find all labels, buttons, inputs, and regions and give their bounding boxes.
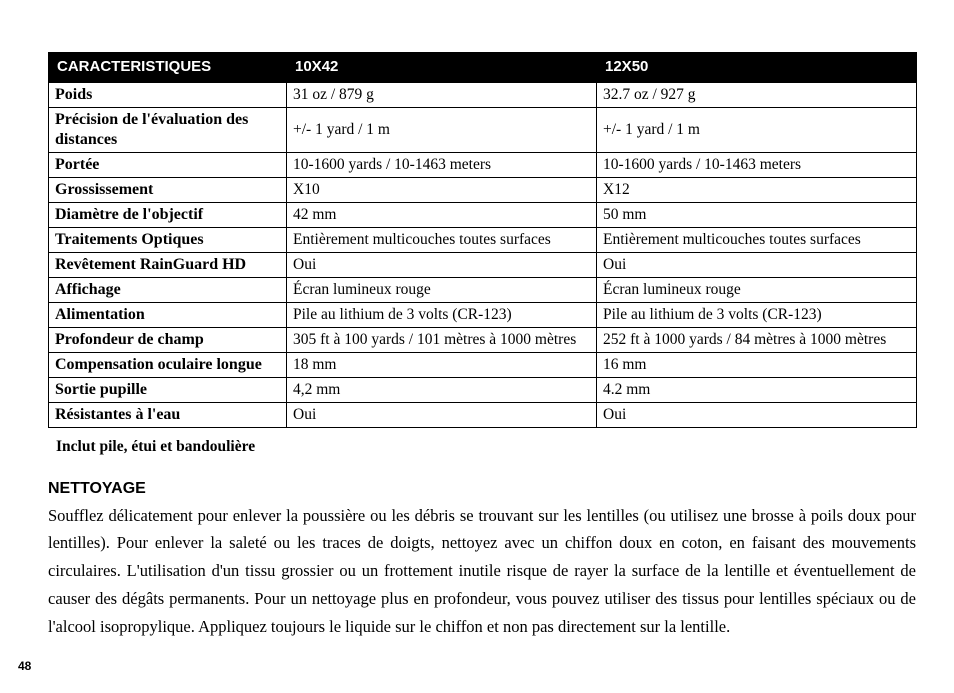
row-label: Précision de l'évaluation des distances	[49, 107, 287, 152]
cell-10x42: 10-1600 yards / 10-1463 meters	[287, 152, 597, 177]
row-label: Poids	[49, 82, 287, 107]
header-12x50: 12x50	[597, 53, 917, 83]
cell-10x42: 305 ft à 100 yards / 101 mètres à 1000 m…	[287, 327, 597, 352]
table-row: Compensation oculaire longue 18 mm 16 mm	[49, 352, 917, 377]
cell-12x50: 50 mm	[597, 202, 917, 227]
row-label: Compensation oculaire longue	[49, 352, 287, 377]
cell-10x42: Écran lumineux rouge	[287, 277, 597, 302]
cell-10x42: X10	[287, 177, 597, 202]
header-caracteristiques: Caracteristiques	[49, 53, 287, 83]
cell-12x50: 16 mm	[597, 352, 917, 377]
row-label: Portée	[49, 152, 287, 177]
cell-12x50: 10-1600 yards / 10-1463 meters	[597, 152, 917, 177]
row-label: Profondeur de champ	[49, 327, 287, 352]
row-label: Traitements Optiques	[49, 227, 287, 252]
table-row: Grossissement X10 X12	[49, 177, 917, 202]
table-row: Poids 31 oz / 879 g 32.7 oz / 927 g	[49, 82, 917, 107]
row-label: Résistantes à l'eau	[49, 402, 287, 427]
table-row: Traitements Optiques Entièrement multico…	[49, 227, 917, 252]
section-heading-nettoyage: Nettoyage	[48, 480, 916, 498]
cell-10x42: 4,2 mm	[287, 377, 597, 402]
row-label: Revêtement RainGuard HD	[49, 252, 287, 277]
table-header-row: Caracteristiques 10x42 12x50	[49, 53, 917, 83]
cell-12x50: 32.7 oz / 927 g	[597, 82, 917, 107]
row-label: Sortie pupille	[49, 377, 287, 402]
cell-10x42: Oui	[287, 402, 597, 427]
table-row: Affichage Écran lumineux rouge Écran lum…	[49, 277, 917, 302]
row-label: Diamètre de l'objectif	[49, 202, 287, 227]
cell-12x50: Oui	[597, 402, 917, 427]
row-label: Affichage	[49, 277, 287, 302]
table-row: Alimentation Pile au lithium de 3 volts …	[49, 302, 917, 327]
cell-10x42: +/- 1 yard / 1 m	[287, 107, 597, 152]
cell-10x42: 18 mm	[287, 352, 597, 377]
cell-10x42: 42 mm	[287, 202, 597, 227]
cell-10x42: Pile au lithium de 3 volts (CR-123)	[287, 302, 597, 327]
row-label: Grossissement	[49, 177, 287, 202]
table-footnote: Inclut pile, étui et bandoulière	[56, 438, 916, 456]
table-row: Portée 10-1600 yards / 10-1463 meters 10…	[49, 152, 917, 177]
specifications-table: Caracteristiques 10x42 12x50 Poids 31 oz…	[48, 52, 917, 428]
cell-12x50: X12	[597, 177, 917, 202]
section-body-nettoyage: Soufflez délicatement pour enlever la po…	[48, 502, 916, 641]
table-body: Poids 31 oz / 879 g 32.7 oz / 927 g Préc…	[49, 82, 917, 427]
page-content: Caracteristiques 10x42 12x50 Poids 31 oz…	[0, 0, 954, 660]
cell-12x50: Entièrement multicouches toutes surfaces	[597, 227, 917, 252]
cell-12x50: +/- 1 yard / 1 m	[597, 107, 917, 152]
row-label: Alimentation	[49, 302, 287, 327]
table-row: Précision de l'évaluation des distances …	[49, 107, 917, 152]
table-row: Revêtement RainGuard HD Oui Oui	[49, 252, 917, 277]
page-number: 48	[18, 659, 31, 673]
table-row: Résistantes à l'eau Oui Oui	[49, 402, 917, 427]
cell-12x50: 252 ft à 1000 yards / 84 mètres à 1000 m…	[597, 327, 917, 352]
table-row: Sortie pupille 4,2 mm 4.2 mm	[49, 377, 917, 402]
cell-12x50: 4.2 mm	[597, 377, 917, 402]
table-row: Profondeur de champ 305 ft à 100 yards /…	[49, 327, 917, 352]
cell-10x42: Entièrement multicouches toutes surfaces	[287, 227, 597, 252]
table-row: Diamètre de l'objectif 42 mm 50 mm	[49, 202, 917, 227]
header-10x42: 10x42	[287, 53, 597, 83]
cell-12x50: Pile au lithium de 3 volts (CR-123)	[597, 302, 917, 327]
cell-10x42: Oui	[287, 252, 597, 277]
cell-12x50: Oui	[597, 252, 917, 277]
cell-12x50: Écran lumineux rouge	[597, 277, 917, 302]
cell-10x42: 31 oz / 879 g	[287, 82, 597, 107]
